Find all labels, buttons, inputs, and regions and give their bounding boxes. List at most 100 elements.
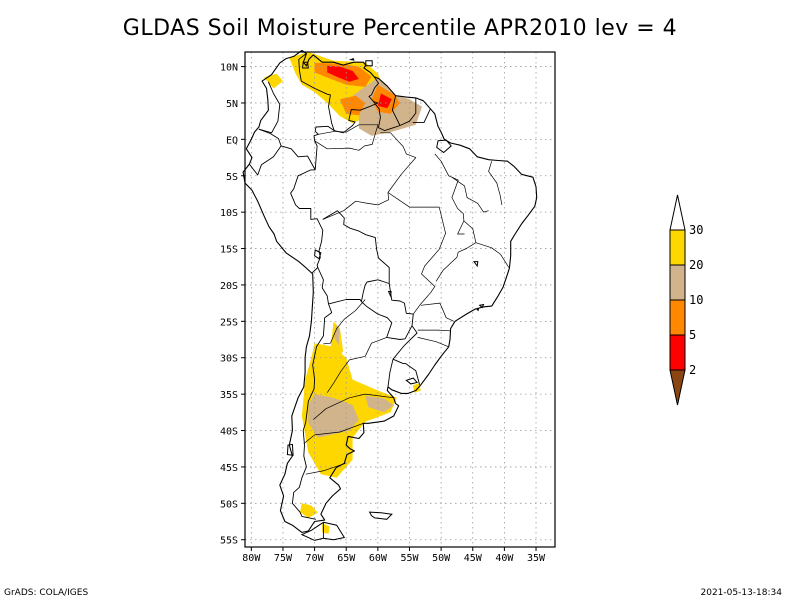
country-border [334,76,379,134]
country-border [360,279,390,302]
colorbar-swatch [669,299,686,336]
lat-tick-label: 5N [226,99,238,110]
continent-coastline [242,49,538,533]
percentile-shading [264,52,423,534]
state-border [420,302,454,322]
colorbar-label: 30 [689,223,703,237]
lon-tick-label: 45W [464,553,483,564]
country-borders [249,53,510,539]
lake-outline [302,61,309,69]
country-border [322,210,390,284]
state-border [305,462,346,475]
state-border [326,337,387,393]
colorbar-label: 5 [689,328,696,342]
lake-outline [473,261,479,268]
island-outline [348,57,355,61]
percentile-area-guiana-dry-b [377,93,392,109]
lon-tick-label: 75W [274,553,293,564]
state-border [322,132,417,220]
lat-tick-label: 55S [220,536,238,547]
country-border [373,101,401,132]
colorbar-legend: 2 5 10 20 30 [669,194,703,406]
colorbar-swatch [669,264,686,301]
island-outline [476,307,480,312]
country-border [249,128,282,176]
island-outline [368,511,393,520]
island-outline [365,60,373,67]
colorbar-label: 10 [689,293,703,307]
country-border [387,359,394,387]
lon-tick-label: 70W [306,553,325,564]
lat-tick-label: 5S [226,172,238,183]
country-border [361,301,413,340]
state-border [303,422,364,444]
country-border [280,145,316,171]
lat-tick-label: 15S [220,245,238,256]
state-border [451,176,489,213]
lat-tick-label: 20S [220,281,238,292]
state-border [323,299,366,345]
colorbar-swatch [669,334,686,371]
country-border [392,358,421,385]
percentile-area-buenos-aires-east [365,395,394,413]
country-border [328,299,362,305]
lat-tick-label: 30S [220,354,238,365]
country-border [291,267,333,520]
country-border [391,95,401,126]
lon-tick-label: 50W [432,553,451,564]
state-border [434,153,465,235]
lat-tick-label: 50S [220,499,238,510]
lake-outline [405,377,419,385]
country-border [258,81,281,134]
percentile-area-la-pampa-pocket [338,412,350,425]
lat-tick-label: EQ [226,135,238,146]
lat-lon-grid [245,52,555,547]
state-border [435,220,477,282]
island-outline [436,139,452,154]
percentile-area-colombia-coast [264,73,283,89]
axis-ticks: 80W 75W 70W 65W 60W 55W 50W 45W 40W 35W 10N 5N EQ 5S 1… [220,63,546,564]
footer-timestamp: 2021-05-13-18:34 [700,588,783,598]
country-border [290,169,324,274]
state-border [475,242,510,268]
colorbar-swatch [669,229,686,266]
percentile-area-central-andes-strip-core [334,325,340,346]
map-title: GLDAS Soil Moisture Percentile APR2010 l… [122,16,678,41]
country-border [392,325,418,360]
colorbar-over-arrow [669,194,686,231]
country-border [388,283,414,326]
lon-tick-label: 60W [369,553,388,564]
map-frame [244,51,556,548]
lat-tick-label: 25S [220,317,238,328]
percentile-area-tierra-del-fuego-east [322,523,330,534]
country-border [412,108,431,124]
lon-tick-label: 55W [400,553,419,564]
lon-tick-label: 35W [527,553,546,564]
percentile-area-santa-cruz-south [300,503,318,518]
lat-tick-label: 40S [220,427,238,438]
lon-tick-label: 65W [337,553,356,564]
lat-tick-label: 10S [220,208,238,219]
state-border [314,124,379,151]
footer-credit: GrADS: COLA/IGES [4,588,89,598]
island-outline [286,443,294,456]
country-border [298,53,335,170]
lake-outline [478,303,485,309]
state-border [313,393,394,420]
percentile-area-venezuela-dry-core-b [327,65,359,82]
lat-tick-label: 35S [220,390,238,401]
state-border [488,161,503,205]
state-border [417,337,449,348]
colorbar-label: 2 [689,363,696,377]
colorbar-under-arrow [669,369,686,406]
state-border [417,329,451,332]
colorbar-label: 20 [689,258,703,272]
lon-tick-label: 40W [495,553,514,564]
percentile-area-cuyo-dry-zone [308,394,359,438]
lat-tick-label: 10N [220,63,238,74]
lat-tick-label: 45S [220,463,238,474]
state-border [387,192,446,315]
country-border [399,97,417,126]
lon-tick-label: 80W [242,553,261,564]
